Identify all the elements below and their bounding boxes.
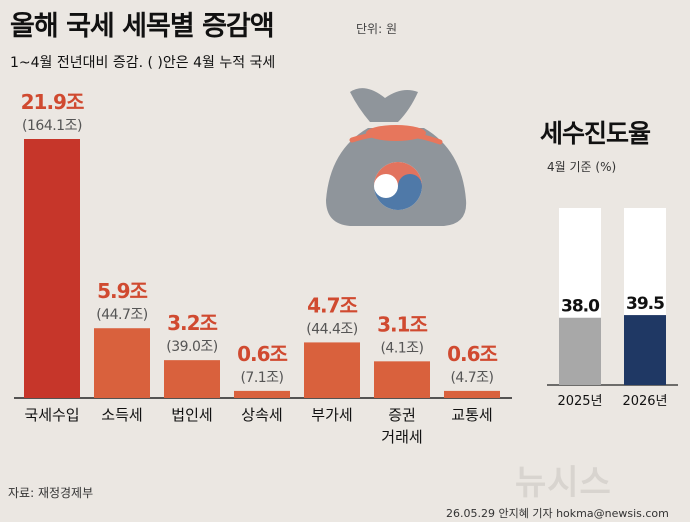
increase-bars: 21.9조 (164.1조) 국세수입 5.9조 (44.7조) 소득세 3.2조 (39.0… (14, 90, 512, 446)
category-label: 소득세 (101, 406, 142, 424)
value-label: 21.9조 (21, 90, 84, 114)
category-label: 법인세 (171, 406, 212, 424)
rate-chart-title: 세수진도율 (540, 119, 651, 148)
rate-chart-subtitle: 4월 기준 (%) (547, 160, 617, 174)
cumulative-label: (44.7조) (96, 307, 148, 323)
rate-bar (624, 315, 666, 385)
source-note: 자료: 재정경제부 (8, 486, 94, 500)
chart-subtitle: 1~4월 전년대비 증감. ( )안은 4월 누적 국세 (10, 55, 276, 71)
rate-category-label: 2025년 (557, 394, 602, 409)
cumulative-label: (39.0조) (166, 339, 218, 355)
bar (164, 360, 220, 398)
bar (24, 139, 80, 398)
category-label: 거래세 (381, 428, 422, 446)
category-label: 교통세 (451, 406, 492, 424)
bar (234, 390, 290, 398)
category-label: 상속세 (241, 406, 282, 424)
chart-title: 올해 국세 세목별 증감액 (10, 11, 275, 42)
category-label: 부가세 (311, 406, 352, 424)
value-label: 4.7조 (307, 293, 357, 317)
rate-value-label: 39.5 (626, 294, 664, 314)
rate-category-label: 2026년 (622, 394, 667, 409)
category-label: 국세수입 (24, 406, 79, 424)
rate-bar (559, 317, 601, 385)
value-label: 3.2조 (167, 311, 217, 335)
value-label: 3.1조 (377, 312, 427, 336)
money-bag-icon (326, 88, 467, 226)
cumulative-label: (7.1조) (240, 370, 283, 386)
bar (444, 390, 500, 398)
credit-note: 26.05.29 안지혜 기자 hokma@newsis.com (446, 507, 669, 520)
cumulative-label: (4.7조) (450, 370, 493, 386)
bar (94, 328, 150, 398)
rate-value-label: 38.0 (561, 297, 600, 317)
value-label: 0.6조 (447, 342, 497, 366)
cumulative-label: (44.4조) (306, 321, 358, 337)
bar (304, 342, 360, 398)
category-label: 증권 (388, 406, 416, 424)
bar (374, 361, 430, 398)
cumulative-label: (164.1조) (22, 118, 82, 134)
unit-label: 단위: 원 (356, 22, 397, 36)
watermark-logo: 뉴시스 (515, 463, 612, 503)
rate-bars: 38.0 2025년 39.5 2026년 (547, 208, 678, 409)
value-label: 0.6조 (237, 342, 287, 366)
value-label: 5.9조 (97, 279, 147, 303)
cumulative-label: (4.1조) (380, 340, 423, 356)
